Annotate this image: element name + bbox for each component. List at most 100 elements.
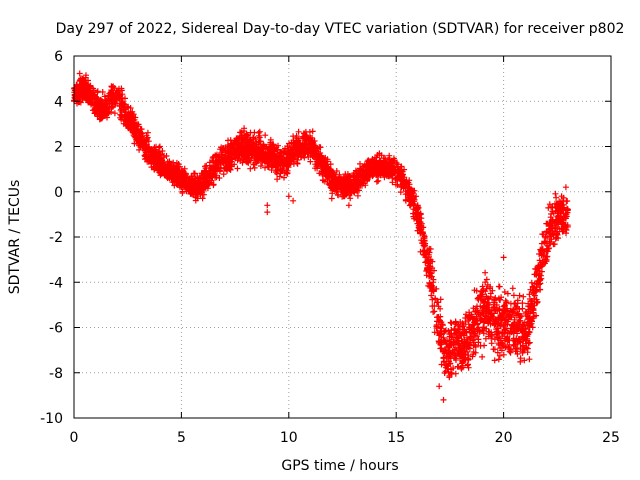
- data-point: [555, 219, 562, 226]
- data-point: [285, 193, 292, 200]
- data-point: [548, 218, 555, 225]
- data-point: [137, 140, 144, 147]
- data-point: [425, 262, 432, 269]
- data-point: [284, 160, 291, 167]
- data-point: [421, 243, 428, 250]
- data-point: [491, 303, 498, 310]
- data-point: [532, 271, 539, 278]
- data-point: [144, 158, 151, 165]
- data-point: [297, 151, 304, 158]
- data-point: [401, 166, 408, 173]
- data-point: [437, 296, 444, 303]
- data-point: [79, 75, 86, 82]
- y-tick-label: -10: [40, 411, 63, 427]
- data-point: [241, 125, 248, 132]
- data-point: [506, 311, 513, 318]
- data-point: [346, 192, 353, 199]
- data-point: [251, 164, 258, 171]
- data-point: [191, 170, 198, 177]
- data-point: [230, 146, 237, 153]
- data-point: [452, 344, 459, 351]
- data-point: [154, 157, 160, 163]
- data-point: [410, 210, 417, 217]
- data-point: [488, 340, 495, 347]
- data-point: [152, 163, 159, 170]
- x-tick-label: 0: [70, 430, 79, 446]
- data-point: [485, 319, 492, 326]
- data-point: [86, 99, 93, 106]
- data-point: [321, 168, 328, 175]
- y-tick-label: 6: [54, 49, 63, 65]
- data-point: [128, 118, 134, 125]
- data-point: [360, 180, 367, 187]
- data-point: [524, 345, 531, 352]
- data-point: [520, 293, 527, 300]
- data-point: [537, 286, 544, 293]
- data-point: [346, 176, 353, 183]
- data-point: [301, 154, 308, 161]
- data-point: [502, 317, 508, 324]
- data-point: [463, 311, 469, 318]
- data-point: [437, 345, 444, 352]
- data-point: [528, 279, 535, 286]
- data-point: [439, 322, 446, 329]
- data-point: [513, 335, 520, 342]
- data-point: [418, 220, 425, 227]
- data-point: [217, 168, 223, 175]
- data-point: [352, 167, 359, 174]
- data-point: [243, 158, 250, 165]
- data-point: [258, 146, 265, 153]
- data-point: [520, 336, 526, 343]
- data-point: [335, 178, 342, 185]
- data-point: [436, 317, 443, 324]
- data-point: [414, 227, 421, 234]
- x-tick-label: 5: [177, 430, 186, 446]
- data-point: [155, 166, 162, 173]
- data-point: [381, 158, 388, 165]
- data-point: [143, 144, 150, 151]
- chart-title: Day 297 of 2022, Sidereal Day-to-day VTE…: [56, 21, 625, 37]
- data-point: [339, 186, 346, 193]
- data-point: [531, 280, 538, 287]
- data-point: [479, 316, 485, 323]
- data-point: [550, 241, 557, 248]
- data-point: [504, 290, 511, 297]
- data-point: [511, 327, 518, 334]
- data-point: [495, 340, 502, 347]
- data-point: [143, 152, 150, 158]
- data-point: [455, 326, 462, 332]
- data-point: [559, 228, 566, 235]
- data-point: [447, 338, 454, 345]
- y-tick-label: 0: [54, 185, 63, 201]
- data-point: [344, 183, 351, 190]
- data-point: [171, 182, 178, 189]
- data-point: [479, 307, 486, 314]
- data-point: [543, 248, 550, 255]
- data-point: [293, 145, 300, 152]
- data-point: [526, 324, 533, 330]
- data-point: [483, 276, 490, 283]
- data-point: [101, 93, 108, 100]
- data-point: [328, 195, 335, 202]
- data-point: [471, 330, 478, 337]
- data-point: [495, 283, 502, 290]
- y-tick-label: -4: [49, 275, 63, 291]
- data-point: [479, 353, 486, 360]
- data-point: [429, 286, 436, 293]
- data-point: [443, 341, 450, 348]
- data-point: [420, 251, 427, 258]
- data-point: [534, 299, 541, 306]
- data-point: [273, 169, 279, 176]
- data-point: [516, 292, 523, 299]
- data-point: [145, 138, 152, 145]
- data-point: [480, 330, 487, 337]
- data-point: [131, 140, 138, 147]
- data-point: [130, 123, 137, 130]
- data-point: [255, 129, 262, 136]
- data-point: [451, 340, 458, 347]
- data-point: [553, 234, 560, 241]
- data-point: [316, 144, 323, 151]
- data-point: [498, 330, 505, 337]
- data-point: [447, 360, 454, 367]
- data-point: [464, 334, 470, 341]
